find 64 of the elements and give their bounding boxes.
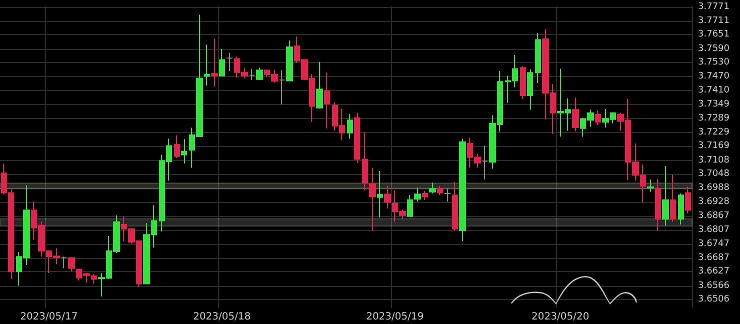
candlestick (226, 52, 233, 72)
y-tick-label: 3.7169 (698, 141, 730, 152)
y-tick-label: 3.7651 (698, 30, 730, 40)
candlestick (316, 62, 323, 110)
candlestick (324, 72, 330, 129)
y-tick-label: 3.6867 (698, 211, 730, 222)
candlestick (377, 170, 383, 218)
y-tick-label: 3.6807 (698, 225, 730, 236)
y-tick-label: 3.7229 (698, 127, 730, 138)
y-tick-label: 3.6687 (698, 252, 730, 263)
candlestick (647, 179, 654, 192)
y-tick-label: 3.7530 (698, 58, 730, 68)
candlestick (437, 186, 443, 196)
candlestick (444, 188, 451, 202)
candlestick (422, 190, 428, 200)
candlestick (535, 32, 541, 84)
candlestick (256, 67, 263, 81)
candlestick (354, 112, 360, 164)
candlestick (678, 192, 684, 225)
candlestick (482, 145, 488, 180)
y-tick-label: 3.7410 (698, 85, 730, 96)
candlestick (572, 97, 579, 132)
candlestick (219, 48, 225, 77)
x-tick-label: 2023/05/17 (20, 312, 78, 322)
candlestick (459, 138, 466, 242)
y-tick-label: 3.6566 (698, 280, 730, 291)
y-tick-label: 3.6988 (698, 183, 730, 194)
candlestick (286, 40, 293, 82)
y-tick-label: 3.7771 (698, 2, 730, 12)
candlestick (595, 110, 601, 126)
candlestick (685, 186, 691, 214)
x-tick-label: 2023/05/20 (532, 312, 590, 322)
candlestick (204, 44, 210, 86)
y-tick-label: 3.7470 (698, 72, 730, 82)
candlestick (655, 178, 661, 231)
candlestick (662, 166, 669, 226)
y-tick-label: 3.7590 (698, 44, 730, 54)
candlestick (211, 38, 218, 88)
candlestick (249, 68, 255, 81)
y-tick-label: 3.6506 (698, 294, 730, 305)
candlestick (61, 256, 67, 269)
candlestick (279, 70, 285, 105)
candlestick (414, 187, 421, 202)
y-tick-label: 3.7349 (698, 100, 730, 110)
candlestick (527, 68, 533, 110)
x-tick-label: 2023/05/19 (366, 312, 424, 322)
candlestick (429, 182, 436, 194)
y-tick-label: 3.7711 (698, 16, 730, 26)
y-tick-label: 3.6928 (698, 197, 730, 208)
candlestick (670, 174, 676, 222)
candlestick (174, 134, 180, 159)
candlestick (384, 186, 391, 209)
candlestick (520, 66, 526, 100)
y-tick-label: 3.7289 (698, 113, 730, 124)
candlestick (181, 138, 187, 164)
x-tick-label: 2023/05/18 (193, 312, 251, 322)
candlestick (452, 182, 458, 231)
candlestick (407, 194, 413, 218)
y-tick-label: 3.6747 (698, 238, 730, 249)
candlestick (347, 113, 353, 140)
candlestick (68, 257, 75, 272)
y-tick-label: 3.7048 (698, 169, 730, 180)
y-tick-label: 3.6627 (698, 266, 730, 277)
y-tick-label: 3.7108 (698, 155, 730, 166)
